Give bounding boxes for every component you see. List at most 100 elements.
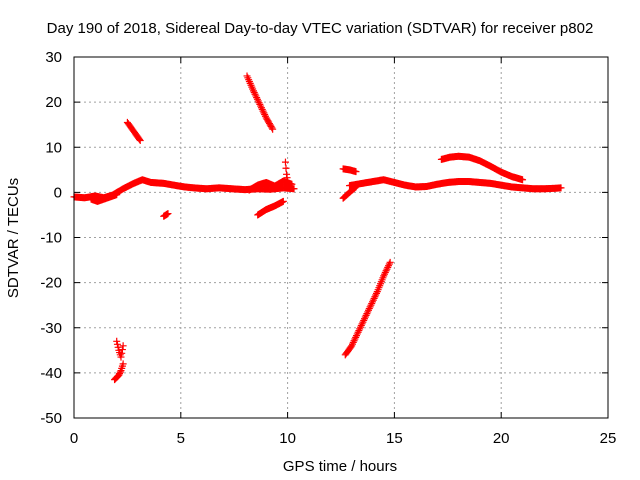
- data-point: [359, 318, 367, 326]
- data-point: [350, 337, 358, 345]
- data-point: [519, 176, 527, 184]
- y-tick-label: 20: [45, 94, 62, 111]
- data-point: [363, 310, 371, 318]
- data-point: [384, 263, 392, 271]
- data-point: [251, 90, 259, 98]
- data-point: [119, 342, 127, 350]
- data-point: [269, 125, 277, 133]
- data-point: [356, 325, 364, 333]
- data-point: [385, 260, 393, 268]
- data-point: [118, 349, 126, 357]
- data-point: [253, 95, 261, 103]
- data-point: [259, 107, 267, 115]
- axis-ticks: 0 5 10 15 20 25 -50 -40 -30 -20 -10 0 10 20 30: [40, 49, 616, 447]
- data-point: [369, 296, 377, 304]
- grid: [74, 57, 608, 418]
- data-point: [290, 185, 298, 193]
- x-axis-label: GPS time / hours: [283, 458, 397, 475]
- data-point: [136, 136, 144, 144]
- data-point: [365, 306, 373, 314]
- data-point: [288, 180, 296, 188]
- data-point: [135, 135, 143, 143]
- data-point: [250, 89, 258, 97]
- data-point: [254, 97, 262, 105]
- data-point: [114, 343, 122, 351]
- x-tick-label: 5: [177, 430, 185, 447]
- data-point: [354, 328, 362, 336]
- x-tick-label: 0: [70, 430, 78, 447]
- data-point: [281, 158, 289, 166]
- data-point: [355, 327, 363, 335]
- data-point: [373, 289, 381, 297]
- data-point: [164, 210, 172, 218]
- data-point: [113, 337, 121, 345]
- data-point: [352, 332, 360, 340]
- data-point: [253, 94, 261, 102]
- y-tick-label: -40: [40, 365, 62, 382]
- data-point: [257, 104, 265, 112]
- y-tick-label: -20: [40, 275, 62, 292]
- data-point: [361, 313, 369, 321]
- data-point: [282, 164, 290, 172]
- data-point: [348, 342, 356, 350]
- data-point: [356, 323, 364, 331]
- data-point: [352, 168, 360, 176]
- data-point: [353, 330, 361, 338]
- data-point: [117, 353, 125, 361]
- data-point: [364, 308, 372, 316]
- data-point: [380, 272, 388, 280]
- data-point: [371, 293, 379, 301]
- x-tick-label: 20: [493, 430, 510, 447]
- data-point: [113, 191, 121, 199]
- data-point: [352, 333, 360, 341]
- data-point: [372, 291, 380, 299]
- data-point: [261, 111, 269, 119]
- data-point: [386, 258, 394, 266]
- data-point: [260, 109, 268, 117]
- data-points: [70, 72, 565, 384]
- data-point: [268, 124, 276, 132]
- y-tick-label: 30: [45, 49, 62, 66]
- data-point: [383, 265, 391, 273]
- data-point: [381, 268, 389, 276]
- data-point: [360, 315, 368, 323]
- y-tick-label: -30: [40, 320, 62, 337]
- data-point: [369, 298, 377, 306]
- data-point: [358, 320, 366, 328]
- y-tick-label: -10: [40, 230, 62, 247]
- data-point: [351, 335, 359, 343]
- data-point: [367, 301, 375, 309]
- data-point: [382, 267, 390, 275]
- data-point: [370, 294, 378, 302]
- data-point: [366, 303, 374, 311]
- data-point: [360, 316, 368, 324]
- data-point: [261, 112, 269, 120]
- data-point: [115, 371, 123, 379]
- y-tick-label: 10: [45, 139, 62, 156]
- data-point: [557, 184, 565, 192]
- data-point: [279, 197, 287, 205]
- data-point: [348, 340, 356, 348]
- data-point: [119, 360, 127, 368]
- x-tick-label: 15: [386, 430, 403, 447]
- data-point: [362, 311, 370, 319]
- data-point: [385, 262, 393, 270]
- y-axis-label: SDTVAR / TECUs: [5, 178, 22, 298]
- data-point: [349, 338, 357, 346]
- data-point: [118, 346, 126, 354]
- data-point: [249, 87, 257, 95]
- data-point: [284, 177, 292, 185]
- data-point: [252, 92, 260, 100]
- x-tick-label: 10: [279, 430, 296, 447]
- data-point: [116, 368, 124, 376]
- data-point: [365, 305, 373, 313]
- data-point: [255, 99, 263, 107]
- data-point: [256, 100, 264, 108]
- data-point: [258, 105, 266, 113]
- data-point: [257, 102, 265, 110]
- data-point: [113, 340, 121, 348]
- y-tick-label: -50: [40, 410, 62, 427]
- data-point: [116, 370, 124, 378]
